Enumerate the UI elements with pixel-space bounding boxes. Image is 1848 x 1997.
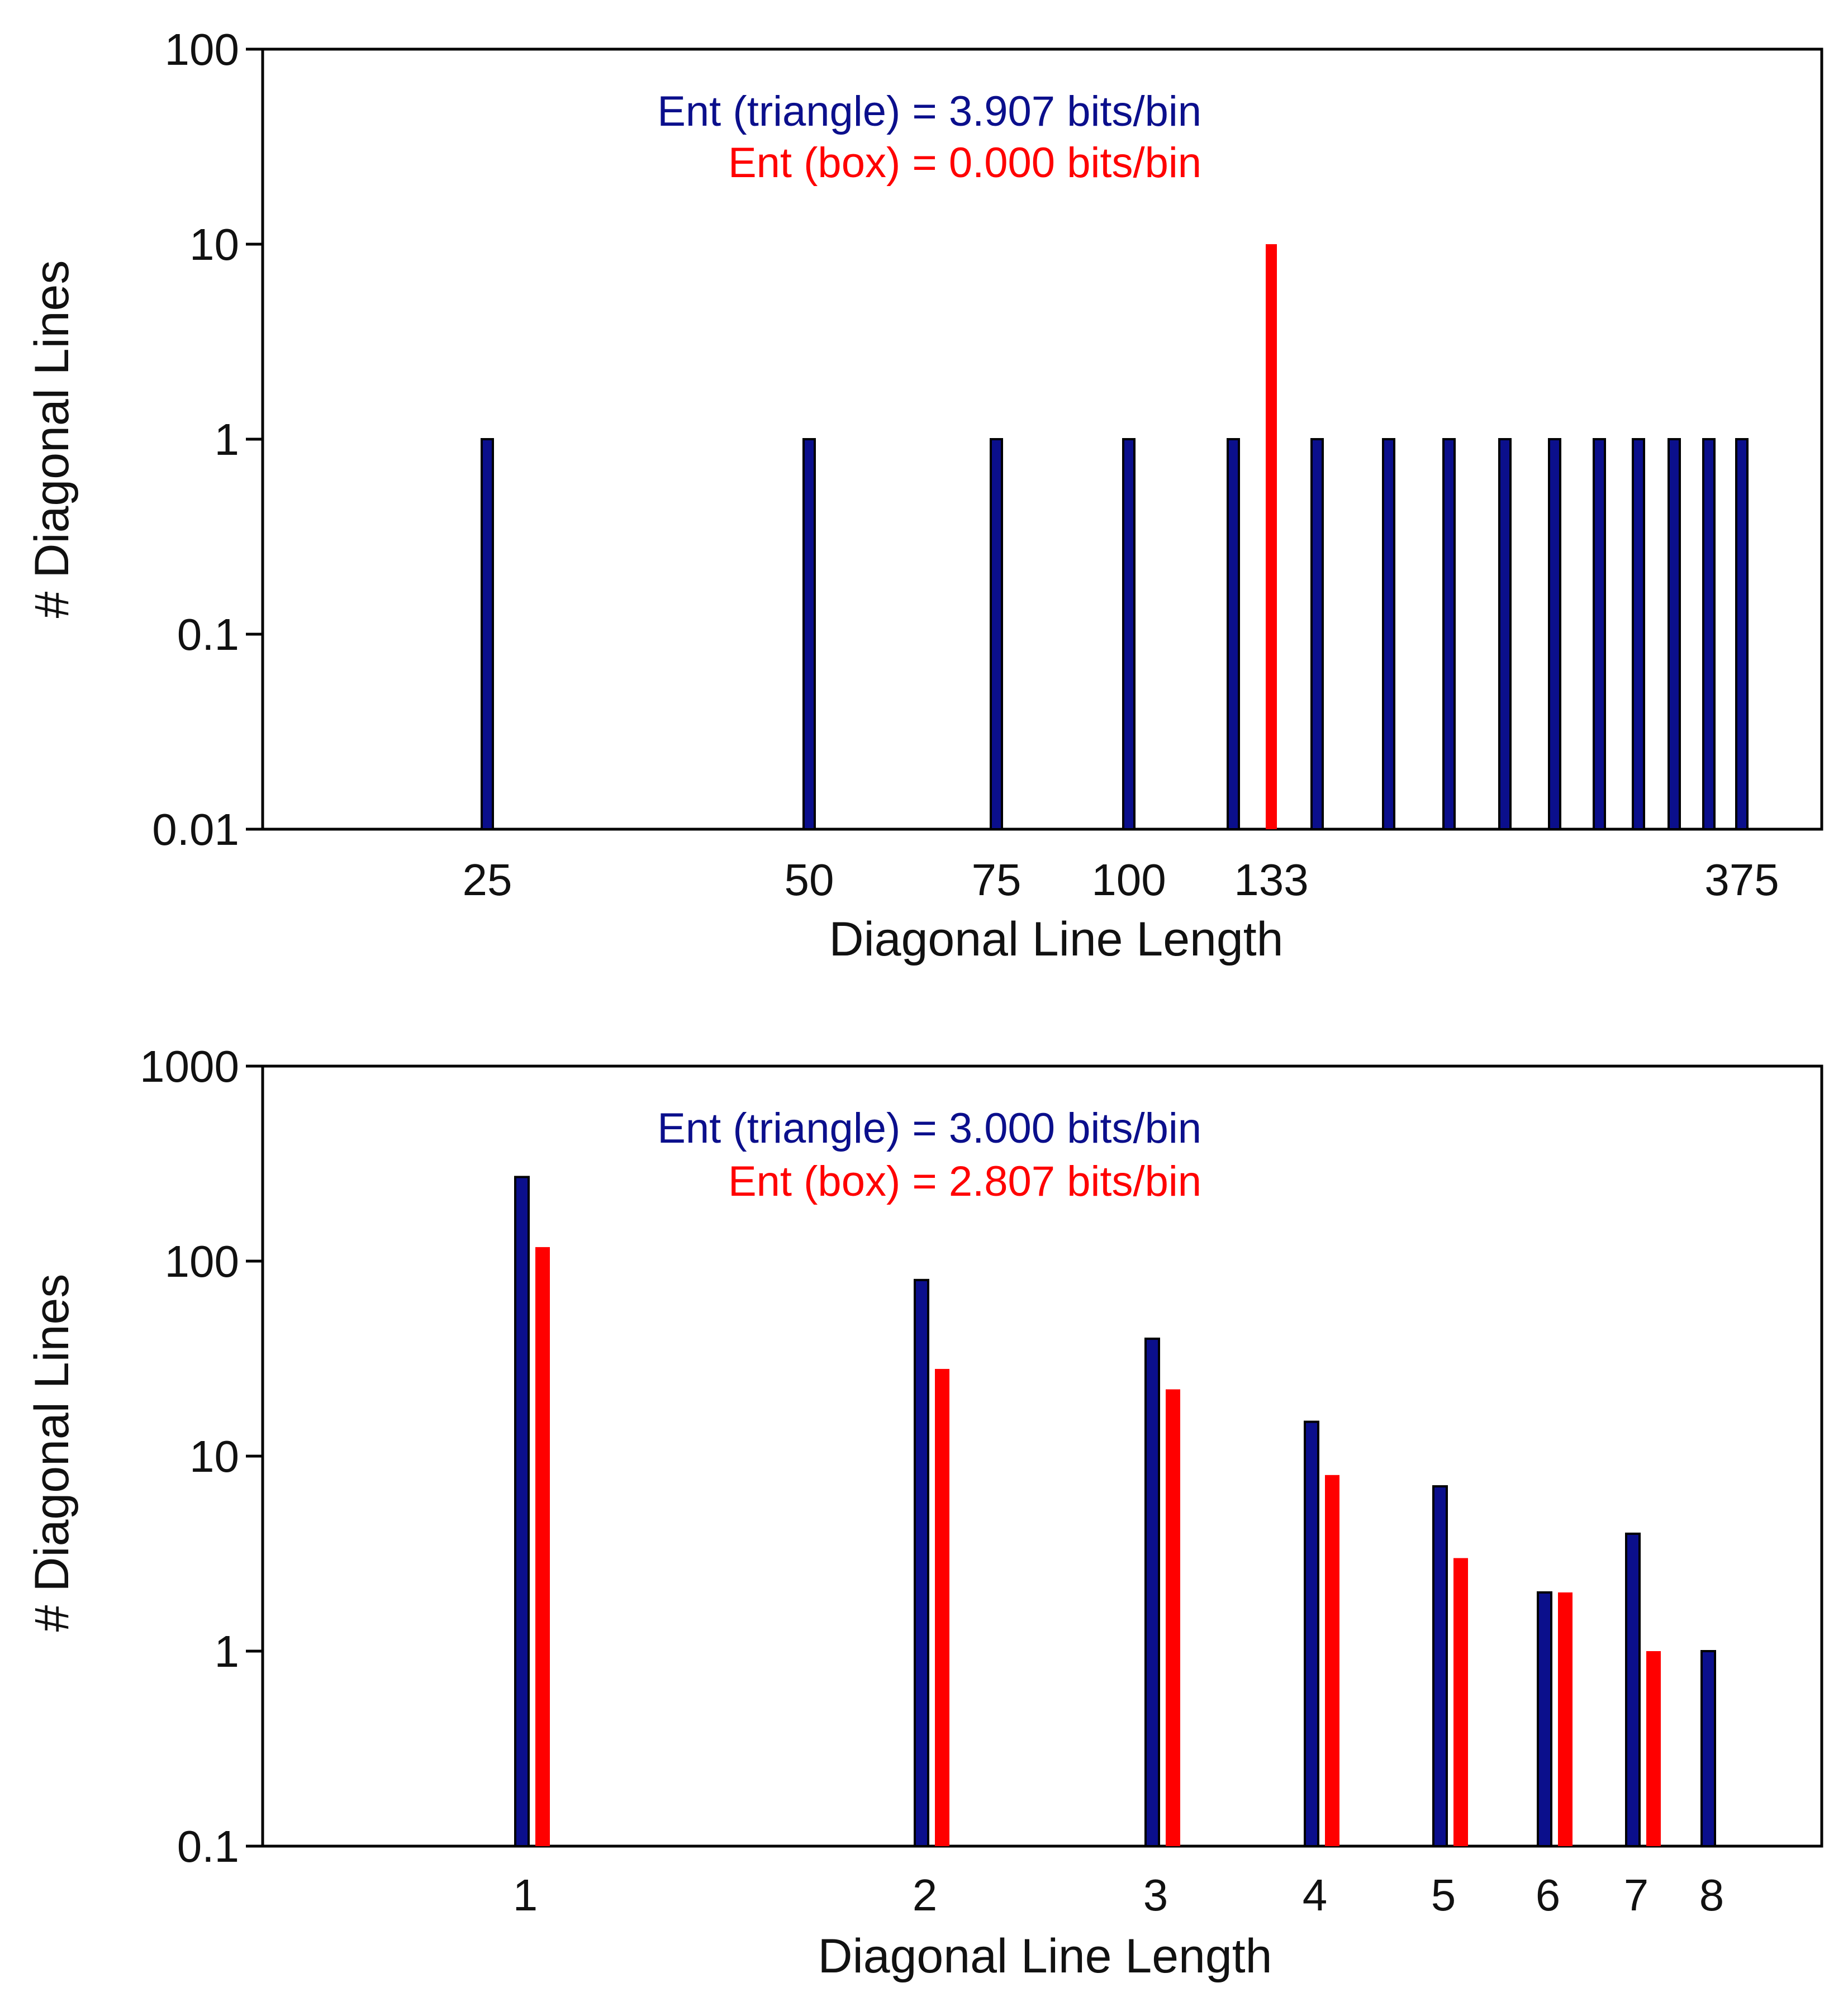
top-y-ticks: 0.01 0.1 1 10 100 xyxy=(152,25,263,854)
top-x-tick-label: 375 xyxy=(1704,855,1779,905)
bottom-x-tick-label: 4 xyxy=(1303,1870,1328,1920)
bottom-x-tick-label: 2 xyxy=(913,1870,938,1920)
bottom-bar-triangle xyxy=(1625,1532,1641,1848)
bottom-bar-box xyxy=(1453,1558,1468,1846)
top-bar-triangle xyxy=(1122,438,1136,830)
bottom-bar-box xyxy=(535,1247,550,1846)
top-bar-triangle xyxy=(1442,438,1456,830)
bottom-bar-triangle xyxy=(914,1278,929,1847)
top-bar-triangle xyxy=(1310,438,1324,830)
top-y-tick-label: 100 xyxy=(165,25,239,74)
bottom-bar-box xyxy=(1646,1651,1661,1846)
top-bar-triangle xyxy=(802,438,816,830)
bottom-bar-box xyxy=(1558,1592,1573,1846)
top-y-tick-label: 10 xyxy=(189,220,239,269)
bottom-bar-triangle xyxy=(1144,1337,1160,1848)
top-entropy-triangle: Ent (triangle) = 3.907 bits/bin xyxy=(657,88,1201,135)
top-x-tick-label: 25 xyxy=(463,855,512,905)
bottom-x-tick-label: 8 xyxy=(1699,1870,1725,1920)
bottom-bar-triangle xyxy=(514,1176,530,1847)
top-x-axis-title: Diagonal Line Length xyxy=(829,912,1284,966)
bottom-bar-triangle xyxy=(1700,1650,1716,1847)
top-bar-triangle xyxy=(1632,438,1645,830)
bottom-chart-bars xyxy=(514,1176,1716,1848)
top-y-tick-label: 0.01 xyxy=(152,805,239,854)
top-x-tick-label: 100 xyxy=(1091,855,1166,905)
bottom-bar-box xyxy=(1166,1389,1180,1846)
top-bar-triangle xyxy=(481,438,494,830)
top-chart-bars xyxy=(481,244,1749,830)
top-bar-triangle xyxy=(1548,438,1561,830)
bottom-x-tick-label: 1 xyxy=(513,1870,538,1920)
top-y-tick-label: 0.1 xyxy=(177,610,239,659)
bottom-y-ticks: 0.1 1 10 100 1000 xyxy=(140,1042,263,1871)
top-x-tick-label: 75 xyxy=(972,855,1022,905)
top-bar-triangle xyxy=(1735,438,1749,830)
bottom-bar-triangle xyxy=(1537,1591,1552,1847)
bottom-y-axis-title: # Diagonal Lines xyxy=(25,1274,79,1632)
bottom-x-axis-title: Diagonal Line Length xyxy=(818,1929,1272,1983)
top-bar-box xyxy=(1266,244,1277,829)
bottom-bar-triangle xyxy=(1304,1420,1319,1848)
bottom-x-tick-label: 3 xyxy=(1143,1870,1168,1920)
bottom-y-tick-label: 10 xyxy=(189,1432,239,1481)
bottom-x-tick-label: 7 xyxy=(1624,1870,1649,1920)
bottom-bar-box xyxy=(935,1368,949,1846)
top-x-tick-label: 50 xyxy=(785,855,834,905)
bottom-x-tick-label: 5 xyxy=(1431,1870,1456,1920)
top-x-tick-label: 133 xyxy=(1234,855,1308,905)
top-bar-triangle xyxy=(1668,438,1681,830)
top-x-ticks: 25 50 75 100 133 375 xyxy=(463,855,1779,905)
bottom-bar-triangle xyxy=(1432,1485,1448,1847)
top-chart: 0.01 0.1 1 10 100 25 50 75 100 133 375 Ent (trian… xyxy=(25,25,1823,966)
top-y-axis-title: # Diagonal Lines xyxy=(25,260,79,619)
top-entropy-box: Ent (box) = 0.000 bits/bin xyxy=(728,139,1201,187)
bottom-y-tick-label: 100 xyxy=(165,1237,239,1286)
bottom-entropy-triangle: Ent (triangle) = 3.000 bits/bin xyxy=(657,1105,1201,1152)
bottom-bar-box xyxy=(1325,1475,1339,1846)
bottom-y-tick-label: 0.1 xyxy=(177,1822,239,1871)
top-bar-triangle xyxy=(1227,438,1240,830)
top-y-tick-label: 1 xyxy=(215,415,240,464)
top-bar-triangle xyxy=(1498,438,1512,830)
top-bar-triangle xyxy=(1382,438,1395,830)
top-bar-triangle xyxy=(990,438,1003,830)
top-bar-triangle xyxy=(1702,438,1716,830)
bottom-x-tick-label: 6 xyxy=(1536,1870,1561,1920)
top-bar-triangle xyxy=(1593,438,1606,830)
bottom-entropy-box: Ent (box) = 2.807 bits/bin xyxy=(728,1158,1201,1205)
bottom-y-tick-label: 1 xyxy=(215,1627,240,1676)
bottom-y-tick-label: 1000 xyxy=(140,1042,239,1091)
